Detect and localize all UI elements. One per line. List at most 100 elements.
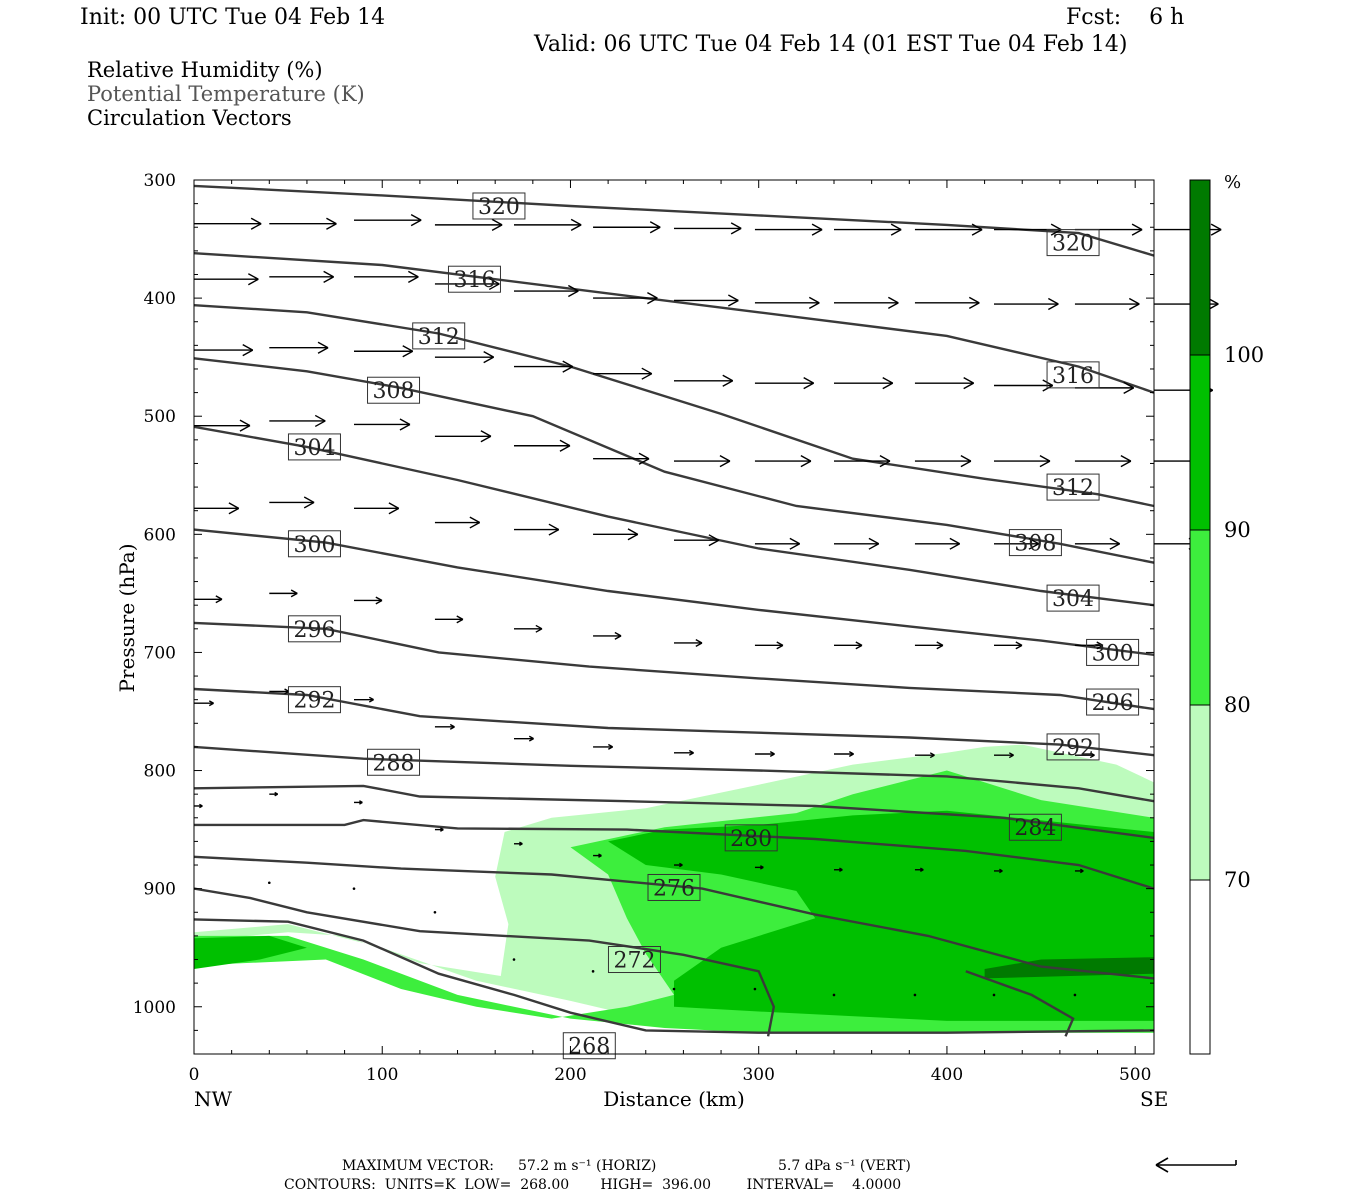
theta-label-316-0: 316: [447, 265, 501, 293]
vector-4-11: [1074, 537, 1121, 550]
y-tick-label-900: 900: [144, 880, 176, 900]
vector-3-3: [434, 430, 492, 443]
theta-contour-312-2: [193, 304, 1155, 508]
y-tick-label-500: 500: [144, 407, 176, 427]
colorbar: 70 80 90 100: [1189, 179, 1264, 1055]
x-end-label-right: SE: [1140, 1087, 1168, 1111]
theta-contour-272-13: [965, 970, 1075, 1037]
svg-text:272: 272: [613, 949, 655, 974]
vector-2-4: [514, 360, 574, 373]
vector-3-11: [1074, 454, 1132, 468]
vector-1-10: [994, 297, 1059, 311]
max-vector-label: MAXIMUM VECTOR:: [342, 1158, 494, 1174]
vector-6-7: [754, 751, 775, 757]
vector-1-0: [194, 273, 259, 286]
vector-7-9: [914, 867, 924, 873]
vector-2-1: [269, 341, 329, 354]
colorbar-segment-1: [1190, 355, 1210, 530]
vector-5-4: [514, 624, 543, 633]
vector-0-6: [674, 222, 742, 235]
theta-label-296-1: 296: [1086, 688, 1140, 716]
vector-8-9: [992, 993, 996, 997]
svg-text:288: 288: [373, 751, 415, 776]
vector-0-7: [754, 223, 823, 236]
vector-7-6: [674, 862, 683, 868]
colorbar-label-100: 100: [1224, 343, 1264, 367]
theta-label-292-1: 292: [1046, 733, 1100, 761]
theta-contour-292-7: [193, 687, 1155, 757]
theta-label-300-0: 300: [287, 530, 341, 558]
vector-2-2: [354, 345, 414, 358]
vector-7-3: [434, 827, 444, 832]
y-axis-title: Pressure (hPa): [115, 544, 139, 693]
theta-label-280-0: 280: [724, 824, 778, 852]
vector-8-10: [1073, 993, 1077, 997]
contours-info: CONTOURS: UNITS=K LOW= 268.00 HIGH= 396.…: [284, 1177, 902, 1193]
colorbar-segment-4: [1190, 880, 1210, 1054]
svg-text:304: 304: [1052, 587, 1094, 612]
x-tick-label-500: 500: [1119, 1065, 1151, 1085]
theta-contour-272-12: [193, 887, 776, 1037]
colorbar-segment-3: [1190, 705, 1210, 880]
vector-0-9: [914, 223, 983, 236]
vector-6-9: [914, 752, 935, 759]
theta-label-320-0: 320: [472, 192, 526, 220]
vector-7-10: [994, 868, 1003, 874]
svg-text:280: 280: [730, 827, 772, 852]
reference-arrow-icon: [1155, 1157, 1237, 1173]
vector-6-5: [593, 743, 613, 750]
vector-1-8: [834, 296, 899, 309]
vector-1-5: [593, 291, 658, 305]
svg-text:312: 312: [418, 325, 460, 350]
theta-contour-276-11: [193, 855, 1155, 980]
vector-layer: [194, 214, 1222, 997]
vector-0-1: [269, 217, 337, 230]
svg-text:312: 312: [1052, 476, 1094, 501]
vector-4-7: [754, 537, 801, 550]
theta-contour-304-4: [193, 425, 1155, 607]
init-time: Init: 00 UTC Tue 04 Feb 14: [80, 5, 386, 30]
vector-0-4: [514, 218, 582, 231]
svg-text:320: 320: [478, 195, 520, 220]
theta-label-288-0: 288: [367, 748, 421, 776]
vector-1-9: [914, 296, 980, 309]
svg-text:296: 296: [1092, 691, 1134, 716]
vector-4-8: [834, 537, 880, 550]
vector-7-5: [593, 853, 602, 858]
vector-7-7: [754, 865, 764, 870]
svg-text:296: 296: [293, 618, 335, 643]
vector-6-11: [1074, 752, 1095, 759]
vector-6-3: [434, 723, 455, 730]
vector-8-2: [433, 910, 437, 914]
vector-3-9: [914, 454, 972, 468]
vector-3-7: [754, 454, 812, 468]
svg-text:304: 304: [293, 436, 335, 461]
theta-label-276-0: 276: [647, 873, 701, 901]
y-tick-label-300: 300: [144, 171, 176, 191]
vector-8-5: [672, 987, 676, 991]
vector-6-4: [514, 735, 534, 742]
vector-2-10: [994, 379, 1054, 392]
y-tick-label-800: 800: [144, 762, 176, 782]
vector-1-2: [354, 270, 419, 283]
vector-3-5: [593, 452, 650, 465]
colorbar-label-90: 90: [1224, 518, 1251, 542]
x-axis-title: Distance (km): [603, 1087, 745, 1111]
theta-label-304-0: 304: [287, 433, 341, 461]
vector-3-6: [674, 454, 731, 468]
vector-3-0: [194, 419, 251, 432]
vector-5-0: [194, 595, 223, 604]
theta-label-308-1: 308: [1008, 529, 1062, 557]
svg-text:320: 320: [1052, 232, 1094, 257]
vector-1-6: [674, 294, 739, 307]
axis-layer: 300 400 500 600 700 800 900 1000 0 100 200 300 400 50…: [133, 171, 1154, 1085]
vector-4-10: [994, 537, 1040, 550]
colorbar-unit: %: [1224, 172, 1241, 193]
vector-4-6: [674, 534, 720, 547]
vector-5-2: [354, 596, 383, 605]
vector-4-1: [269, 496, 315, 509]
vector-8-1: [352, 887, 356, 890]
svg-text:268: 268: [568, 1035, 610, 1060]
vector-5-5: [593, 631, 622, 640]
